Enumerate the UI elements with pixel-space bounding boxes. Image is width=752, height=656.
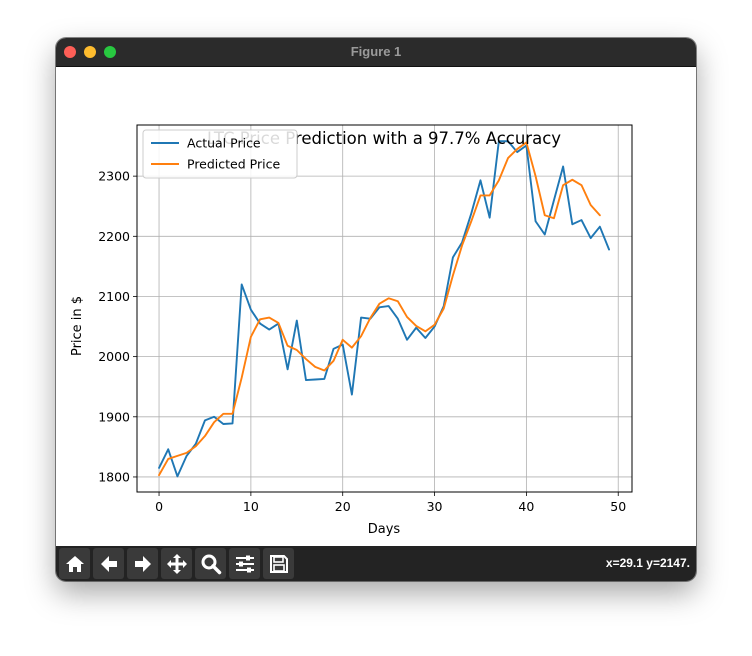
x-tick-label: 40 xyxy=(518,499,534,514)
y-tick-label: 1900 xyxy=(98,409,130,424)
save-button[interactable] xyxy=(263,548,294,579)
axes-frame xyxy=(136,124,633,493)
grid-lines xyxy=(137,125,632,492)
window-title: Figure 1 xyxy=(350,44,402,59)
title-bar: Figure 1 xyxy=(56,38,696,67)
sliders-icon xyxy=(235,555,254,572)
figure-canvas[interactable]: 0 10 20 30 40 50 1800 1900 2000 2100 2200 2300 LTC … xyxy=(56,67,696,546)
series-line-predicted xyxy=(158,141,601,477)
x-axis-label: Days xyxy=(368,522,401,537)
y-tick-label: 1800 xyxy=(98,469,130,484)
navigation-toolbar: x=29.1 y=2147. xyxy=(56,546,696,581)
legend-box xyxy=(142,129,298,179)
legend: Actual Price Predicted Price xyxy=(142,129,298,179)
zoom-button[interactable] xyxy=(195,548,226,579)
x-tick-label: 10 xyxy=(243,499,259,514)
close-button[interactable] xyxy=(64,46,76,58)
search-icon xyxy=(201,554,221,574)
series-line-actual xyxy=(158,140,610,478)
x-tick-label: 30 xyxy=(427,499,443,514)
save-icon xyxy=(269,554,288,573)
y-axis-label: Price in $ xyxy=(70,296,85,356)
series-lines xyxy=(158,140,610,478)
y-tick-label: 2000 xyxy=(98,349,130,364)
y-tick-label: 2300 xyxy=(98,169,130,184)
pan-button[interactable] xyxy=(161,548,192,579)
move-icon xyxy=(166,553,187,574)
x-tick-label: 20 xyxy=(335,499,351,514)
y-tick-label: 2200 xyxy=(98,229,130,244)
x-tick-label: 50 xyxy=(610,499,626,514)
home-button[interactable] xyxy=(59,548,90,579)
y-tick-label: 2100 xyxy=(98,289,130,304)
maximize-button[interactable] xyxy=(104,46,116,58)
cursor-coordinates: x=29.1 y=2147. xyxy=(605,556,690,570)
arrow-left-icon xyxy=(100,555,117,572)
home-icon xyxy=(65,555,84,572)
configure-subplots-button[interactable] xyxy=(229,548,260,579)
back-button[interactable] xyxy=(93,548,124,579)
legend-label: Predicted Price xyxy=(187,157,280,172)
tick-marks: 0 10 20 30 40 50 1800 1900 2000 2100 2200 2300 xyxy=(98,169,626,514)
x-tick-label: 0 xyxy=(155,499,163,514)
minimize-button[interactable] xyxy=(84,46,96,58)
figure-window: Figure 1 0 10 20 30 40 50 1800 1900 2000 2100 2200… xyxy=(56,38,696,581)
arrow-right-icon xyxy=(134,555,151,572)
forward-button[interactable] xyxy=(127,548,158,579)
legend-label: Actual Price xyxy=(187,136,261,151)
